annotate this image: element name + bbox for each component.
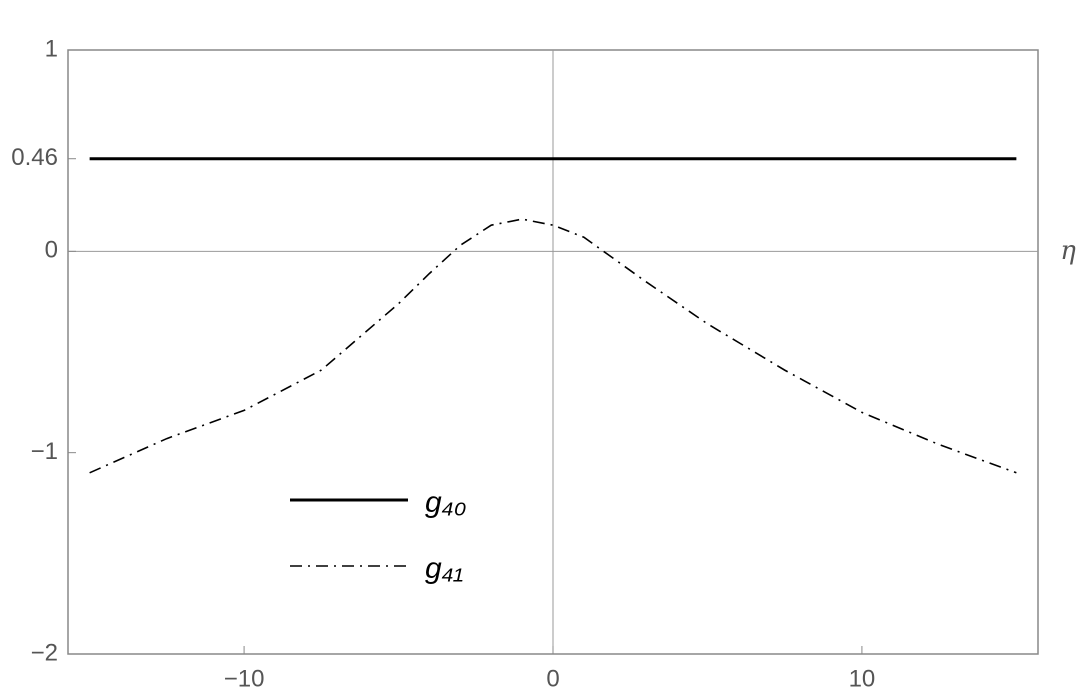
x-tick-label: 10 xyxy=(849,665,876,692)
y-tick-label: 0.46 xyxy=(11,144,58,171)
x-axis-label: η xyxy=(1060,236,1076,266)
y-tick-label: 0 xyxy=(45,237,58,264)
x-tick-label: −10 xyxy=(224,665,265,692)
y-tick-label: −2 xyxy=(31,639,58,666)
y-tick-label: 1 xyxy=(45,35,58,62)
legend-label: g₄₁ xyxy=(425,552,463,585)
legend-label: g₄₀ xyxy=(425,486,466,519)
series-line xyxy=(89,218,1017,474)
y-tick-label: −1 xyxy=(31,438,58,465)
x-tick-label: 0 xyxy=(546,665,559,692)
